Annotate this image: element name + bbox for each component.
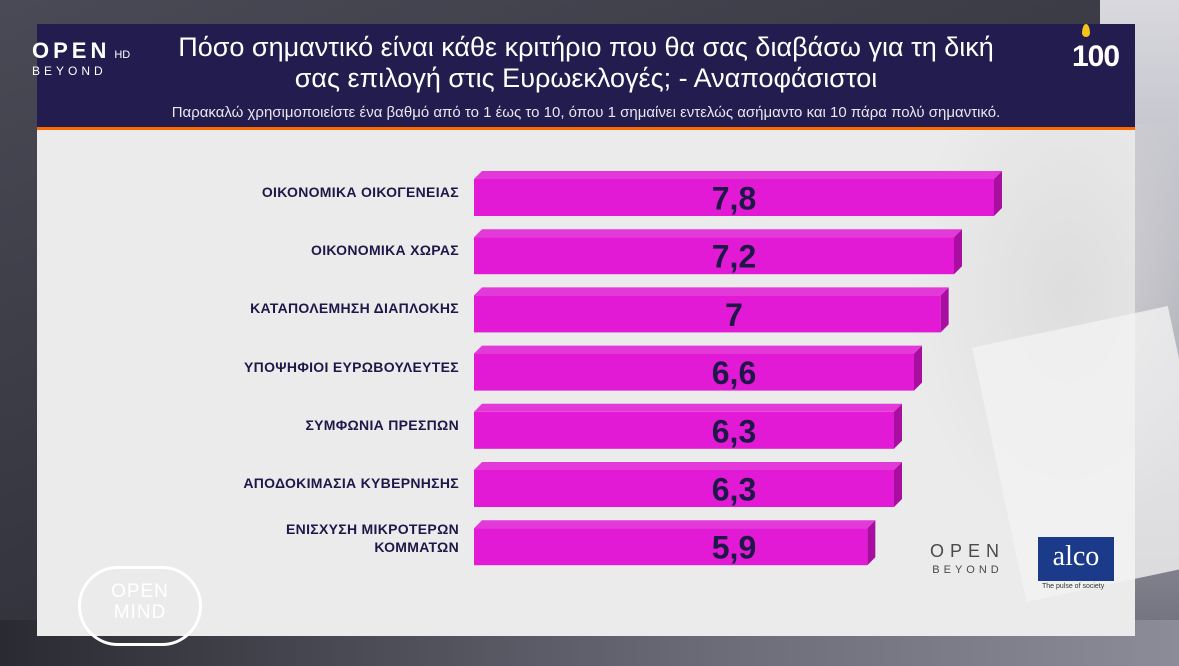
open-mind-line2: MIND	[113, 602, 167, 623]
bar-group: 6,3	[474, 403, 902, 449]
bar	[474, 411, 894, 449]
bar-side	[867, 520, 876, 566]
bar-group: 7	[474, 287, 949, 333]
bar-top	[474, 462, 902, 470]
bar-top	[474, 403, 902, 412]
channel-logo-main: OPEN	[32, 38, 111, 63]
alco-tagline: The pulse of society	[1042, 583, 1105, 590]
bar-value-label: 6,6	[712, 355, 756, 391]
bar-side	[894, 403, 902, 449]
category-label: ΕΝΙΣΧΥΣΗ ΜΙΚΡΟΤΕΡΩΝ ΚΟΜΜΑΤΩΝ	[286, 521, 459, 556]
chart-title-line2: σας επιλογή στις Ευρωεκλογές; - Αναποφάσ…	[294, 63, 878, 93]
channel-logo: OPEN HD BEYOND	[32, 38, 130, 78]
alco-logo: alco	[1038, 537, 1114, 581]
bar-top	[474, 287, 949, 296]
open-beyond-main: OPEN	[930, 541, 1006, 561]
category-label: ΟΙΚΟΝΟΜΙΚΑ ΧΩΡΑΣ	[311, 242, 459, 259]
bar	[474, 528, 868, 566]
flame-icon	[1082, 24, 1090, 37]
bar-group: 7,2	[474, 229, 962, 275]
bar	[474, 470, 894, 507]
open-mind-line1: OPEN	[111, 581, 169, 602]
bar-value-label: 7,2	[712, 239, 756, 275]
bar-top	[474, 171, 1002, 179]
bar-value-label: 7	[725, 297, 743, 333]
bar-side	[994, 171, 1002, 216]
channel-logo-hd: HD	[114, 49, 131, 61]
bar-side	[914, 345, 922, 391]
category-label: ΑΠΟΔΟΚΙΜΑΣΙΑ ΚΥΒΕΡΝΗΣΗΣ	[243, 475, 459, 491]
bar-value-label: 6,3	[712, 472, 756, 508]
bar-top	[474, 520, 876, 529]
bar-top	[474, 229, 962, 238]
header-accent-rule	[37, 127, 1135, 130]
alco-logo-text: alco	[1052, 541, 1100, 572]
bar-side	[940, 287, 949, 333]
bar-side	[954, 229, 962, 275]
category-label: ΣΥΜΦΩΝΙΑ ΠΡΕΣΠΩΝ	[305, 416, 459, 433]
open-beyond-sub: BEYOND	[932, 564, 1003, 576]
bar-side	[894, 462, 902, 507]
bar-group: 6,3	[474, 462, 902, 508]
category-label: ΟΙΚΟΝΟΜΙΚΑ ΟΙΚΟΓΕΝΕΙΑΣ	[261, 184, 459, 200]
channel-logo-sub: BEYOND	[32, 64, 107, 78]
category-label: ΚΑΤΑΠΟΛΕΜΗΣΗ ΔΙΑΠΛΟΚΗΣ	[250, 300, 459, 317]
bar-top	[474, 345, 922, 354]
bar	[474, 179, 994, 216]
chart-header: Πόσο σημαντικό είναι κάθε κριτήριο που θ…	[37, 24, 1135, 130]
bar-value-label: 6,3	[712, 413, 756, 449]
bar-group: 5,9	[474, 520, 876, 566]
chart-subtitle: Παρακαλώ χρησιμοποιείστε ένα βαθμό από τ…	[171, 104, 1001, 121]
open-mind-logo: OPEN MIND	[78, 566, 202, 646]
chart-title-line1: Πόσο σημαντικό είναι κάθε κριτήριο που θ…	[178, 32, 994, 62]
category-label: ΥΠΟΨΗΦΙΟΙ ΕΥΡΩΒΟΥΛΕΥΤΕΣ	[244, 358, 459, 375]
bar-group: 7,8	[474, 171, 1002, 217]
bar-group: 6,6	[474, 345, 922, 391]
bar	[474, 237, 954, 275]
anniversary-logo: 100	[1072, 24, 1120, 74]
anniversary-number: 100	[1072, 40, 1120, 73]
bar-value-label: 7,8	[712, 181, 756, 217]
bar	[474, 295, 941, 333]
open-beyond-logo: OPEN BEYOND	[930, 541, 1005, 576]
bar	[474, 353, 914, 391]
chart-title: Πόσο σημαντικό είναι κάθε κριτήριο που θ…	[37, 32, 1135, 94]
bar-value-label: 5,9	[712, 530, 756, 566]
